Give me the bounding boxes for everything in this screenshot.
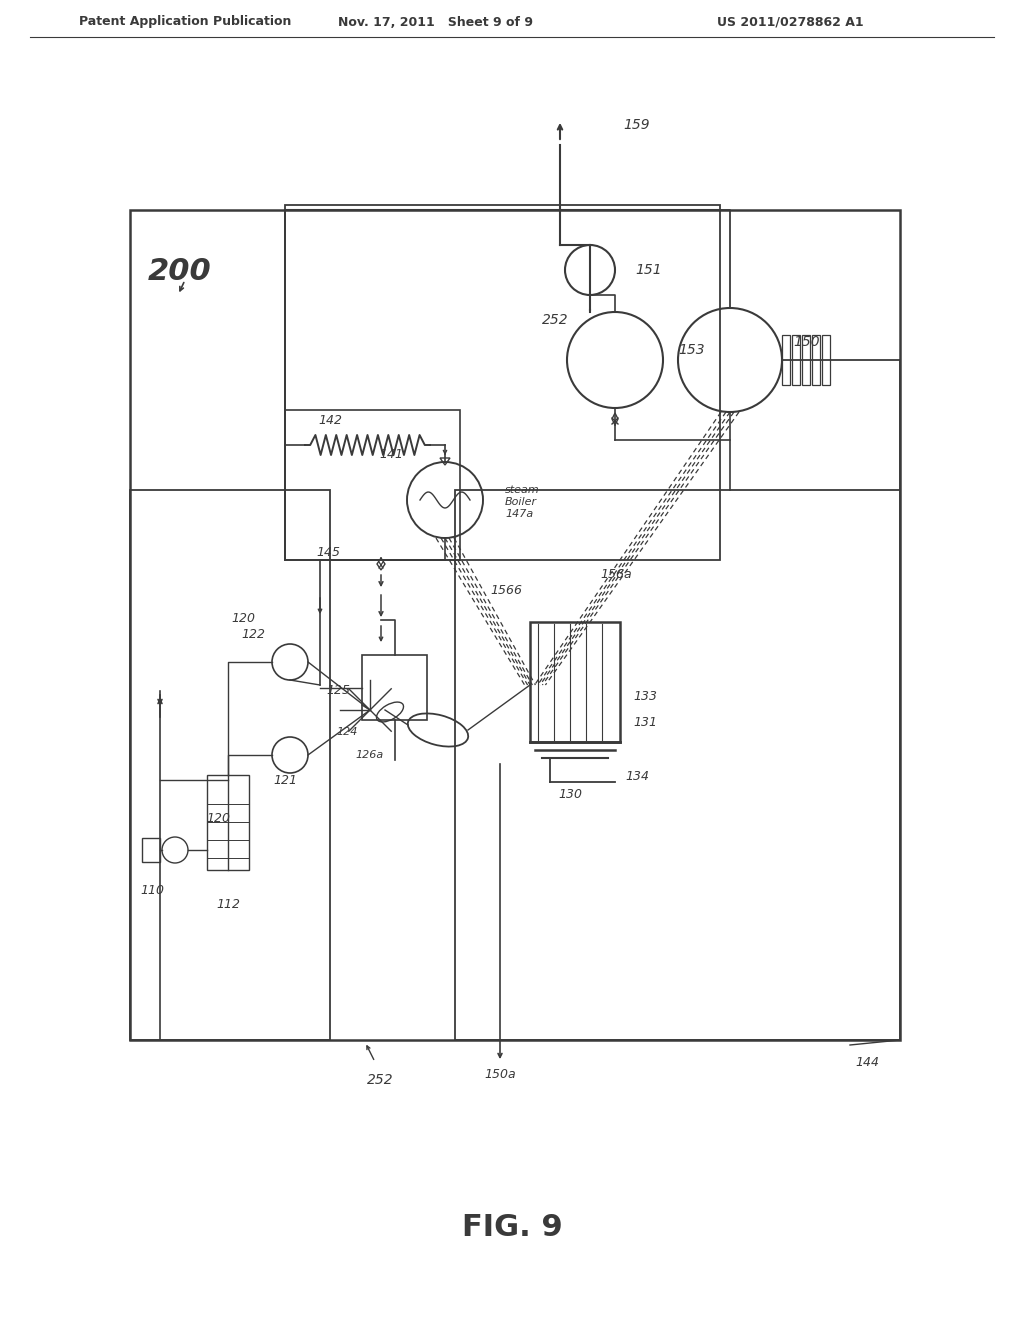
Text: 151: 151 <box>635 263 662 277</box>
Text: 131: 131 <box>633 717 657 730</box>
Text: 130: 130 <box>558 788 582 800</box>
Text: Nov. 17, 2011   Sheet 9 of 9: Nov. 17, 2011 Sheet 9 of 9 <box>338 16 532 29</box>
Text: 134: 134 <box>625 771 649 784</box>
Bar <box>142 838 160 862</box>
Text: 142: 142 <box>318 413 342 426</box>
Text: 122: 122 <box>241 628 265 642</box>
Text: 150a: 150a <box>484 1068 516 1081</box>
Text: steam
Boiler
147a: steam Boiler 147a <box>505 486 540 519</box>
Bar <box>285 205 720 560</box>
Text: FIG. 9: FIG. 9 <box>462 1213 562 1242</box>
Text: 120: 120 <box>231 611 255 624</box>
Bar <box>207 775 249 870</box>
Bar <box>792 335 800 385</box>
Text: 1566: 1566 <box>490 583 522 597</box>
Text: 252: 252 <box>542 313 568 327</box>
Bar <box>362 655 427 719</box>
Text: 125: 125 <box>326 684 350 697</box>
Text: 124: 124 <box>337 727 358 737</box>
Text: 141: 141 <box>379 449 403 462</box>
Text: 144: 144 <box>855 1056 879 1068</box>
Text: 121: 121 <box>273 774 297 787</box>
Text: 112: 112 <box>216 899 240 912</box>
Text: 110: 110 <box>140 883 164 896</box>
Bar <box>812 335 820 385</box>
Text: 200: 200 <box>148 257 212 286</box>
Text: 145: 145 <box>316 545 340 558</box>
Bar <box>130 210 900 1040</box>
Text: US 2011/0278862 A1: US 2011/0278862 A1 <box>717 16 863 29</box>
Text: 126a: 126a <box>356 750 384 760</box>
Bar <box>285 411 460 560</box>
Text: 156a: 156a <box>600 569 632 582</box>
Text: 153: 153 <box>678 343 705 356</box>
Bar <box>802 335 810 385</box>
Text: 120: 120 <box>206 812 230 825</box>
Bar <box>530 622 620 742</box>
Text: 159: 159 <box>623 117 649 132</box>
Bar <box>455 490 900 1040</box>
Text: Patent Application Publication: Patent Application Publication <box>79 16 291 29</box>
Text: 252: 252 <box>367 1073 393 1086</box>
Text: 133: 133 <box>633 690 657 704</box>
Bar <box>822 335 830 385</box>
Bar <box>130 490 330 1040</box>
Text: 150: 150 <box>793 335 819 348</box>
Bar <box>782 335 790 385</box>
